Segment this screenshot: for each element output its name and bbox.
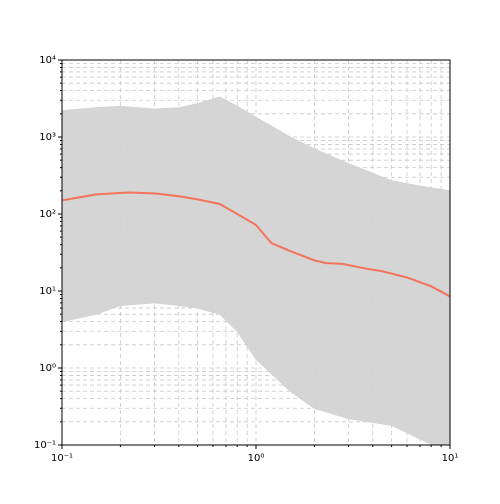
- y-tick-label: 10¹: [39, 286, 56, 297]
- spread-band: [62, 96, 450, 445]
- y-tick-label: 10⁰: [39, 363, 56, 374]
- y-tick-label: 10⁴: [39, 55, 56, 66]
- x-tick-label: 10⁻¹: [51, 453, 73, 464]
- y-tick-label: 10³: [39, 132, 56, 143]
- plot-area: [62, 96, 450, 445]
- y-tick-label: 10²: [39, 209, 56, 220]
- series-line: [62, 191, 450, 298]
- y-tick-label: 10⁻¹: [34, 440, 56, 451]
- x-tick-label: 10¹: [442, 453, 459, 464]
- x-tick-label: 10⁰: [248, 453, 265, 464]
- ticks: 10⁻¹ 10⁰ 10¹ 10⁻¹ 10⁰ 10¹ 10² 10³ 10⁴: [34, 55, 458, 464]
